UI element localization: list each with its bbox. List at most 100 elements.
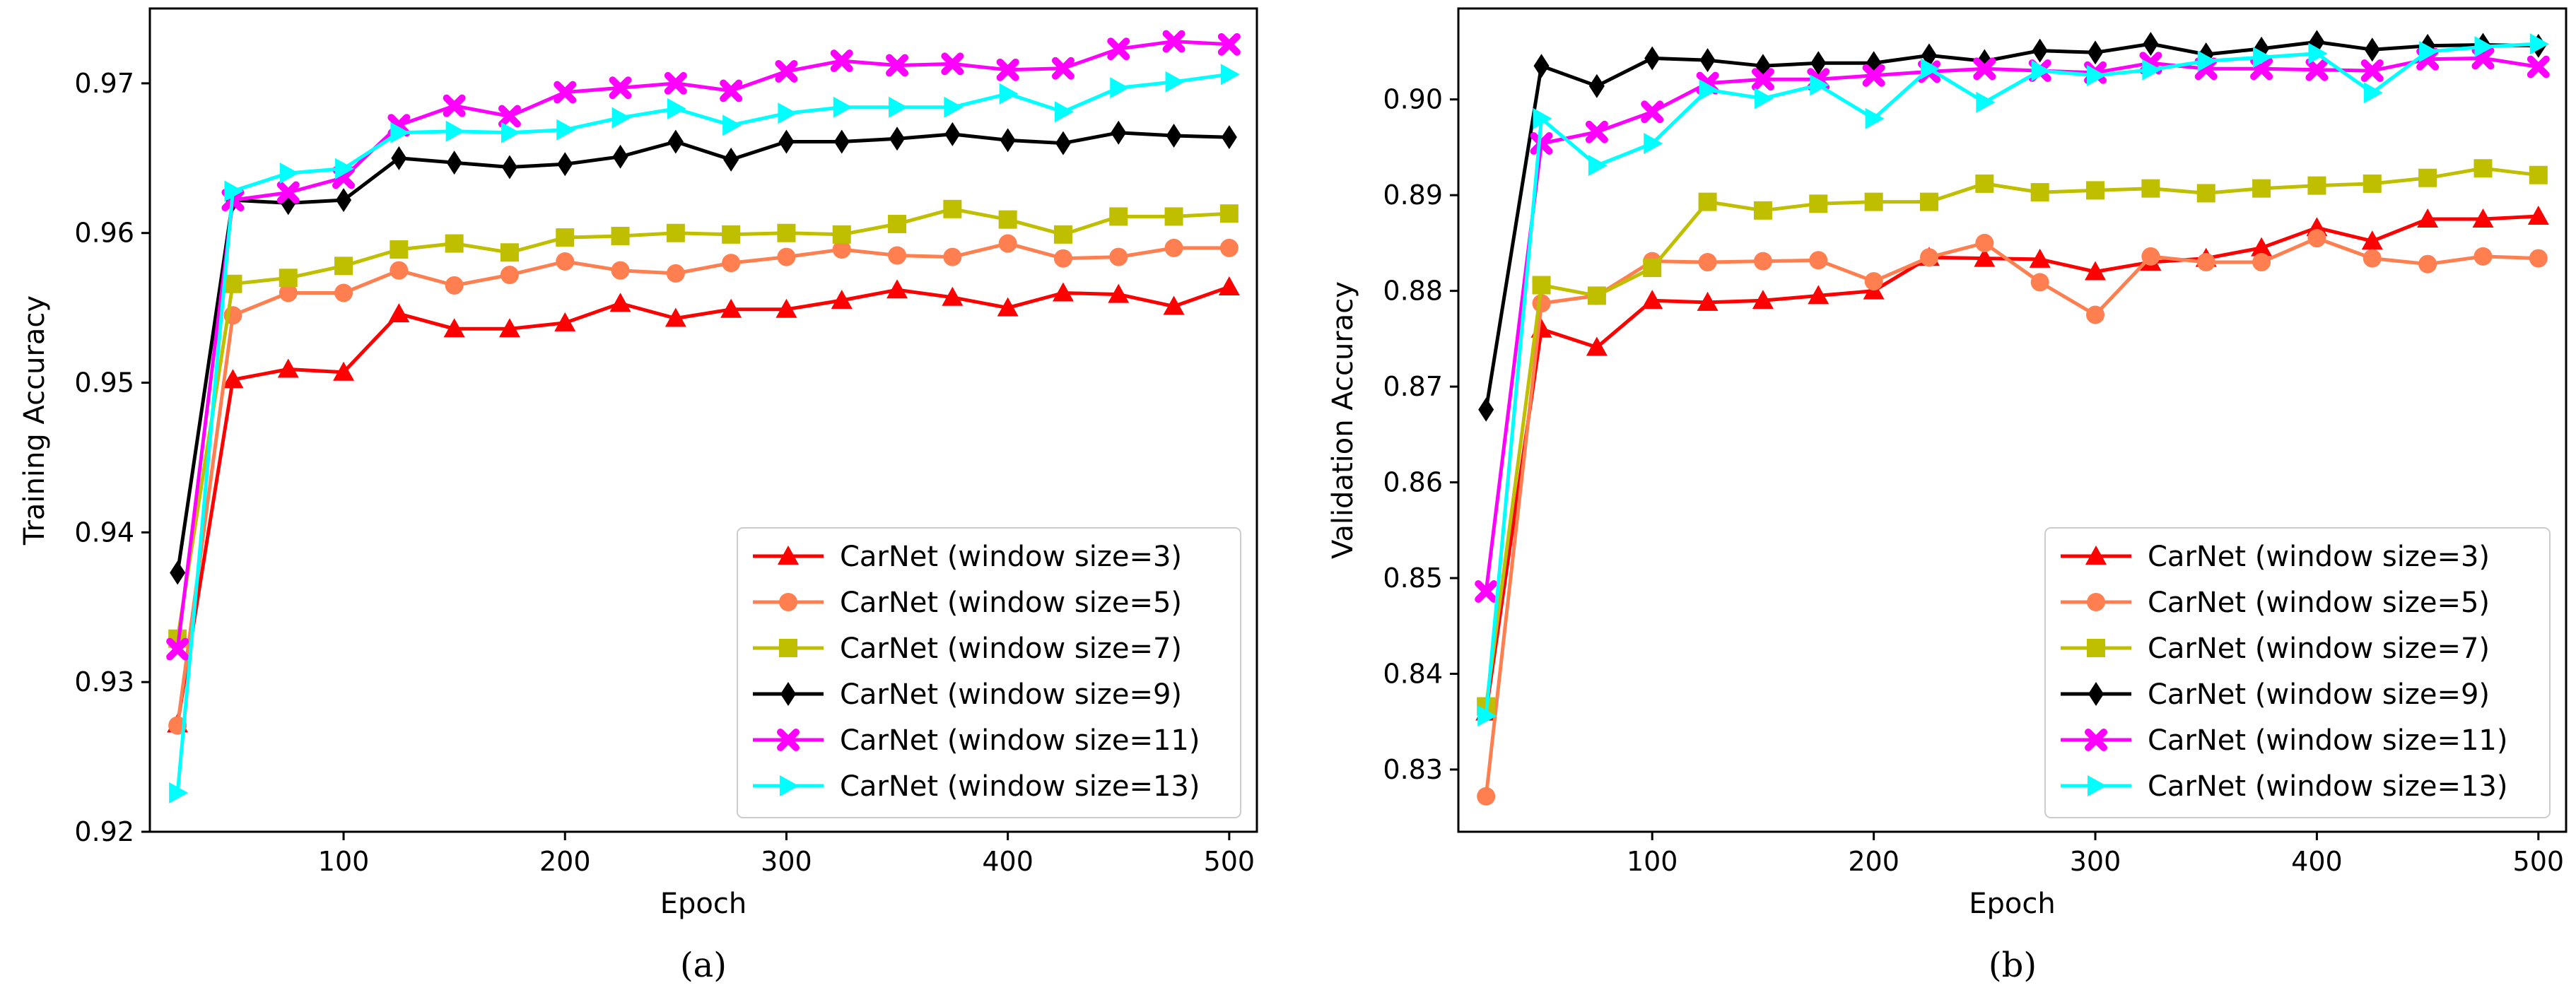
data-point	[2363, 249, 2382, 268]
series-3	[168, 199, 1239, 648]
legend-label: CarNet (window size=5)	[840, 587, 1182, 619]
data-point	[170, 560, 186, 585]
data-point	[609, 76, 632, 100]
y-tick-label: 0.95	[74, 367, 134, 399]
data-point	[886, 54, 909, 77]
data-point	[1053, 249, 1072, 268]
legend-label: CarNet (window size=9)	[840, 678, 1182, 711]
data-point	[2029, 248, 2051, 268]
data-point	[667, 98, 686, 119]
data-point	[556, 228, 575, 247]
data-point	[1052, 282, 1074, 302]
legend-box	[2044, 527, 2551, 818]
data-point	[1975, 233, 1994, 252]
data-point	[1753, 252, 1772, 271]
data-point	[941, 52, 964, 76]
data-point	[833, 96, 853, 118]
data-point	[2087, 64, 2107, 86]
legend: CarNet (window size=3) CarNet (window siz…	[737, 527, 1241, 818]
data-point	[1587, 286, 1606, 305]
series-line	[175, 207, 1229, 640]
data-point	[2363, 82, 2383, 104]
data-point	[1532, 276, 1551, 295]
data-point	[2361, 230, 2383, 250]
data-point	[446, 151, 462, 175]
x-tick-label: 200	[1848, 846, 1899, 877]
data-point	[333, 361, 355, 381]
data-point	[1643, 259, 1662, 278]
data-point	[1699, 79, 1719, 101]
legend-label: CarNet (window size=7)	[2148, 632, 2490, 665]
data-point	[1809, 194, 1828, 213]
legend-item: CarNet (window size=9)	[2061, 678, 2490, 711]
panel-caption: (b)	[1989, 946, 2037, 985]
data-point	[388, 303, 410, 323]
data-point	[224, 180, 244, 202]
data-point	[888, 246, 907, 265]
legend-item: CarNet (window size=9)	[753, 678, 1182, 711]
data-point	[1919, 192, 1938, 211]
data-point	[1974, 247, 1996, 267]
legend-label: CarNet (window size=11)	[2148, 724, 2507, 757]
series-5	[1475, 47, 2550, 603]
data-point	[554, 312, 576, 331]
data-point	[1641, 100, 1664, 124]
data-point	[557, 152, 573, 177]
data-point	[2305, 58, 2329, 81]
data-point	[1862, 64, 1885, 87]
legend-item: CarNet (window size=3)	[753, 541, 1182, 573]
data-point	[2085, 261, 2107, 281]
data-point	[1221, 125, 1237, 150]
data-point	[778, 102, 797, 124]
data-point	[2307, 229, 2326, 248]
series-line	[1484, 236, 2539, 797]
y-tick-label: 0.85	[1383, 563, 1443, 594]
data-point	[720, 298, 742, 318]
data-point	[665, 307, 686, 327]
data-point	[336, 188, 352, 213]
y-tick-label: 0.88	[1383, 276, 1443, 307]
data-point	[832, 225, 851, 244]
legend-item: CarNet (window size=7)	[2061, 632, 2490, 665]
data-point	[500, 243, 519, 262]
data-point	[1000, 128, 1016, 153]
data-point	[223, 274, 242, 293]
legend-item: CarNet (window size=7)	[753, 632, 1182, 665]
data-point	[2030, 183, 2049, 202]
data-point	[2252, 252, 2271, 271]
data-point	[1164, 238, 1183, 257]
data-point	[1588, 73, 1605, 98]
data-point	[777, 247, 796, 266]
data-point	[888, 215, 907, 234]
data-point	[500, 122, 520, 143]
chart-panel-a: 100 200 300 400 500 0.92 0.93 0.94 0.95 0.96 0.97 E…	[18, 7, 1258, 985]
data-point	[2308, 42, 2328, 64]
data-point	[1533, 54, 1550, 78]
data-point	[943, 199, 962, 218]
data-point	[1752, 290, 1774, 310]
data-point	[2529, 33, 2549, 55]
data-point	[2032, 38, 2048, 63]
data-point	[2474, 36, 2494, 58]
legend-marker	[2088, 682, 2104, 706]
data-point	[1477, 705, 1497, 727]
data-point	[1808, 285, 1829, 305]
data-point	[2251, 237, 2273, 257]
y-tick-label: 0.90	[1383, 84, 1443, 115]
data-point	[279, 269, 298, 288]
data-point	[998, 234, 1017, 253]
data-point	[2527, 205, 2549, 225]
data-point	[775, 59, 798, 83]
series-line	[1484, 40, 2539, 410]
legend-marker	[777, 729, 800, 751]
data-point	[1478, 397, 1494, 422]
legend-marker	[2085, 729, 2107, 751]
data-point	[2141, 247, 2160, 266]
data-point	[666, 264, 685, 283]
data-point	[609, 293, 631, 312]
data-point	[1973, 57, 1996, 81]
data-point	[445, 234, 464, 253]
data-point	[1585, 120, 1608, 143]
legend-label: CarNet (window size=13)	[840, 770, 1200, 803]
y-tick-label: 0.87	[1383, 371, 1443, 402]
